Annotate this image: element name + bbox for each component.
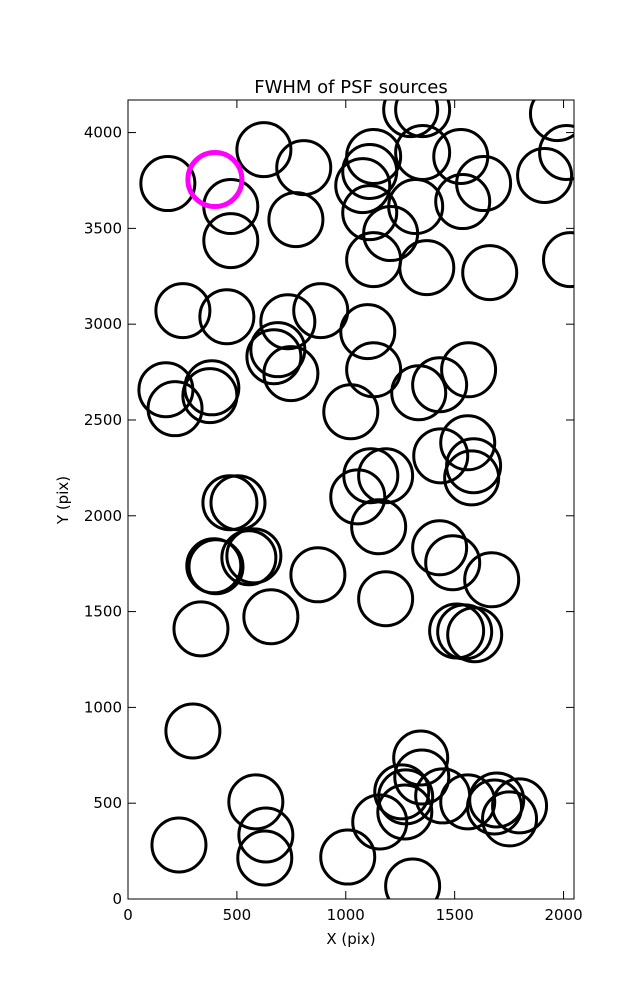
- source-circle: [376, 783, 434, 841]
- source-circle: [339, 303, 397, 361]
- source-circle: [481, 790, 539, 848]
- source-circle: [181, 367, 239, 425]
- source-circle: [245, 328, 303, 386]
- source-circle: [185, 537, 243, 595]
- source-circle: [350, 498, 408, 556]
- source-circle: [439, 773, 497, 831]
- x-tick-label: 2000: [544, 906, 582, 924]
- source-circle: [341, 184, 399, 242]
- source-circle: [209, 474, 267, 532]
- source-circle: [146, 380, 204, 438]
- source-circle: [150, 816, 208, 874]
- source-circle: [351, 793, 409, 851]
- source-circle: [357, 570, 415, 628]
- source-circle: [538, 124, 574, 181]
- source-circle: [289, 546, 347, 604]
- y-tick-label: 0: [112, 890, 122, 908]
- chart-title: FWHM of PSF sources: [254, 77, 448, 98]
- source-circle: [242, 588, 300, 646]
- source-circle: [411, 356, 469, 414]
- source-circle: [262, 345, 320, 403]
- source-circle: [227, 773, 285, 831]
- source-circle: [164, 702, 222, 760]
- axes-frame: [127, 99, 575, 900]
- x-tick-label: 1500: [436, 906, 474, 924]
- source-circle: [267, 191, 325, 249]
- source-circle: [542, 231, 574, 289]
- source-circle: [322, 383, 380, 441]
- source-circle: [411, 519, 469, 577]
- y-tick-label: 1500: [84, 603, 122, 621]
- source-circle: [424, 534, 482, 592]
- source-circle: [319, 828, 377, 886]
- source-circle: [154, 282, 212, 340]
- source-circle: [528, 100, 574, 143]
- source-circle: [292, 282, 350, 340]
- source-circle: [461, 244, 519, 302]
- source-circle: [373, 763, 431, 821]
- source-circle: [139, 155, 197, 213]
- source-circle: [198, 288, 256, 346]
- source-circle: [334, 157, 392, 215]
- source-circle: [466, 778, 524, 836]
- source-circle: [202, 212, 260, 270]
- source-circle: [491, 777, 549, 835]
- source-circle: [440, 341, 498, 399]
- source-circle: [237, 806, 295, 864]
- y-tick-label: 4000: [84, 124, 122, 142]
- source-circle: [463, 551, 521, 609]
- source-circle: [394, 100, 452, 139]
- source-circle: [392, 729, 450, 787]
- source-circle: [329, 468, 387, 526]
- y-tick-label: 3000: [84, 315, 122, 333]
- source-circle: [172, 600, 230, 658]
- source-circle: [235, 121, 293, 179]
- source-circle: [443, 449, 501, 507]
- source-circle: [516, 146, 574, 204]
- y-tick-label: 1000: [84, 698, 122, 716]
- y-axis-label: Y (pix): [54, 476, 72, 525]
- source-circle: [393, 748, 451, 806]
- y-tick-label: 2500: [84, 411, 122, 429]
- source-circle: [382, 100, 440, 139]
- source-circle: [455, 155, 513, 213]
- plot-area: [137, 100, 574, 899]
- x-tick-label: 500: [223, 906, 252, 924]
- x-tick-label: 1000: [327, 906, 365, 924]
- y-tick-label: 2000: [84, 507, 122, 525]
- source-circle: [236, 829, 294, 887]
- source-circle: [439, 414, 497, 472]
- x-axis-label: X (pix): [326, 930, 375, 948]
- source-circle: [398, 239, 456, 297]
- source-circle: [434, 173, 492, 231]
- source-circle: [384, 857, 442, 899]
- source-circle: [341, 142, 399, 200]
- source-circle: [446, 606, 504, 664]
- y-tick-label: 3500: [84, 219, 122, 237]
- source-circle: [259, 293, 317, 351]
- x-tick-label: 0: [123, 906, 133, 924]
- source-circle: [185, 150, 245, 210]
- y-tick-label: 500: [93, 794, 122, 812]
- source-circle: [412, 427, 470, 485]
- source-circle: [220, 529, 278, 587]
- source-circle: [342, 447, 400, 505]
- source-circle: [387, 178, 445, 236]
